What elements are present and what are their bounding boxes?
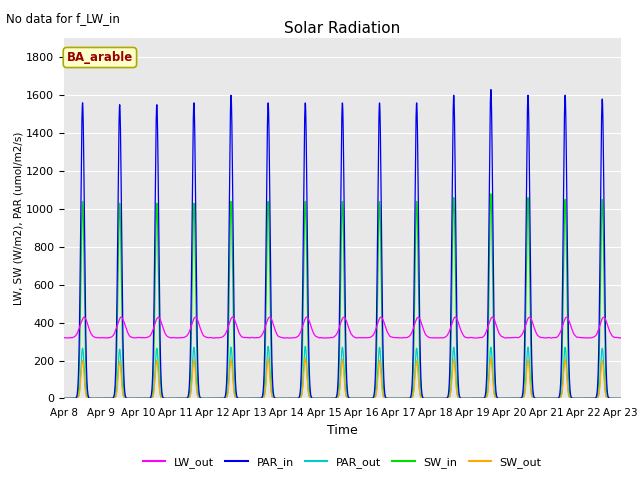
Text: BA_arable: BA_arable bbox=[67, 51, 133, 64]
Legend: LW_out, PAR_in, PAR_out, SW_in, SW_out: LW_out, PAR_in, PAR_out, SW_in, SW_out bbox=[139, 452, 546, 472]
Title: Solar Radiation: Solar Radiation bbox=[284, 21, 401, 36]
Text: No data for f_LW_in: No data for f_LW_in bbox=[6, 12, 120, 25]
Y-axis label: LW, SW (W/m2), PAR (umol/m2/s): LW, SW (W/m2), PAR (umol/m2/s) bbox=[13, 132, 24, 305]
X-axis label: Time: Time bbox=[327, 424, 358, 437]
